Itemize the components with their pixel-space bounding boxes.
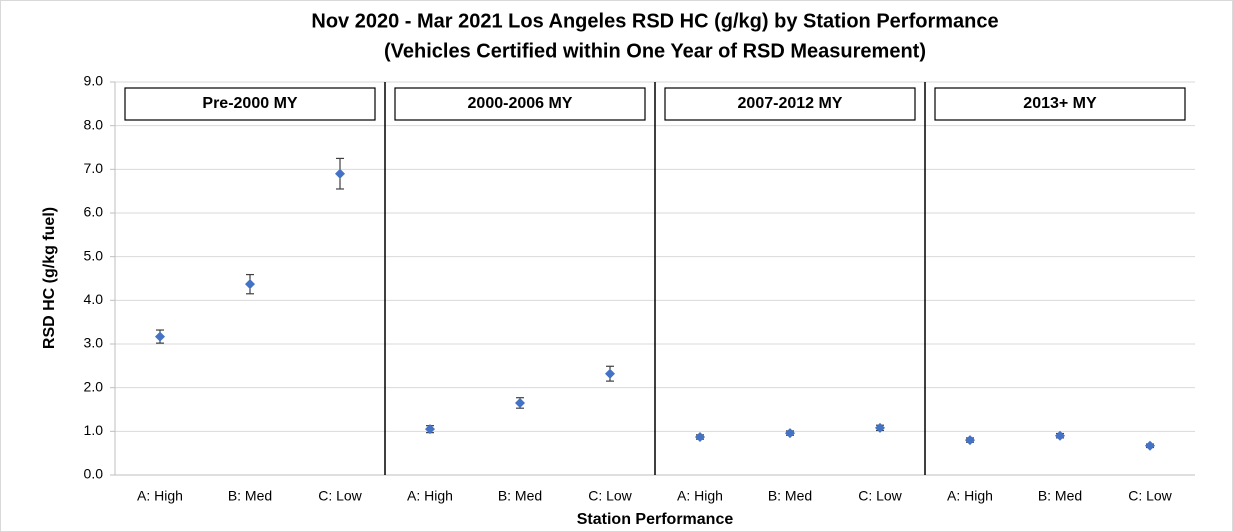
panel-header [124, 87, 376, 121]
panel-title: 2007-2012 MY [738, 95, 843, 112]
marker [155, 331, 165, 342]
x-axis-title: Station Performance [577, 511, 734, 528]
x-tick-label: B: Med [228, 488, 272, 504]
y-tick-label: 5.0 [84, 247, 104, 263]
y-tick-label: 9.0 [84, 73, 104, 89]
marker [245, 279, 255, 290]
y-tick-label: 1.0 [84, 422, 104, 438]
marker [875, 422, 885, 433]
y-tick-label: 7.0 [84, 160, 104, 176]
y-tick-label: 2.0 [84, 378, 104, 394]
marker [515, 397, 525, 408]
marker [695, 432, 705, 443]
y-tick-label: 4.0 [84, 291, 104, 307]
panel-title: 2013+ MY [1023, 95, 1097, 112]
x-tick-label: C: Low [858, 488, 902, 504]
marker [425, 424, 435, 435]
x-tick-label: A: High [677, 488, 723, 504]
y-tick-label: 0.0 [84, 466, 104, 482]
x-tick-label: A: High [137, 488, 183, 504]
marker [785, 428, 795, 439]
y-tick-label: 3.0 [84, 335, 104, 351]
y-tick-label: 6.0 [84, 204, 104, 220]
marker [605, 368, 615, 379]
x-tick-label: A: High [407, 488, 453, 504]
marker [965, 435, 975, 446]
chart-title: Nov 2020 - Mar 2021 Los Angeles RSD HC (… [311, 10, 998, 32]
x-tick-label: C: Low [1128, 488, 1172, 504]
x-tick-label: B: Med [1038, 488, 1082, 504]
chart-subtitle: (Vehicles Certified within One Year of R… [384, 40, 926, 62]
y-tick-label: 8.0 [84, 116, 104, 132]
y-axis-title: RSD HC (g/kg fuel) [41, 207, 58, 349]
panel-title: Pre-2000 MY [202, 95, 297, 112]
panel-header [934, 87, 1186, 121]
x-tick-label: B: Med [498, 488, 542, 504]
marker [1055, 430, 1065, 441]
marker [335, 168, 345, 179]
marker [1145, 440, 1155, 451]
x-tick-label: C: Low [318, 488, 362, 504]
panel-header [664, 87, 916, 121]
x-tick-label: B: Med [768, 488, 812, 504]
x-tick-label: A: High [947, 488, 993, 504]
panel-title: 2000-2006 MY [468, 95, 573, 112]
x-tick-label: C: Low [588, 488, 632, 504]
panel-header [394, 87, 646, 121]
